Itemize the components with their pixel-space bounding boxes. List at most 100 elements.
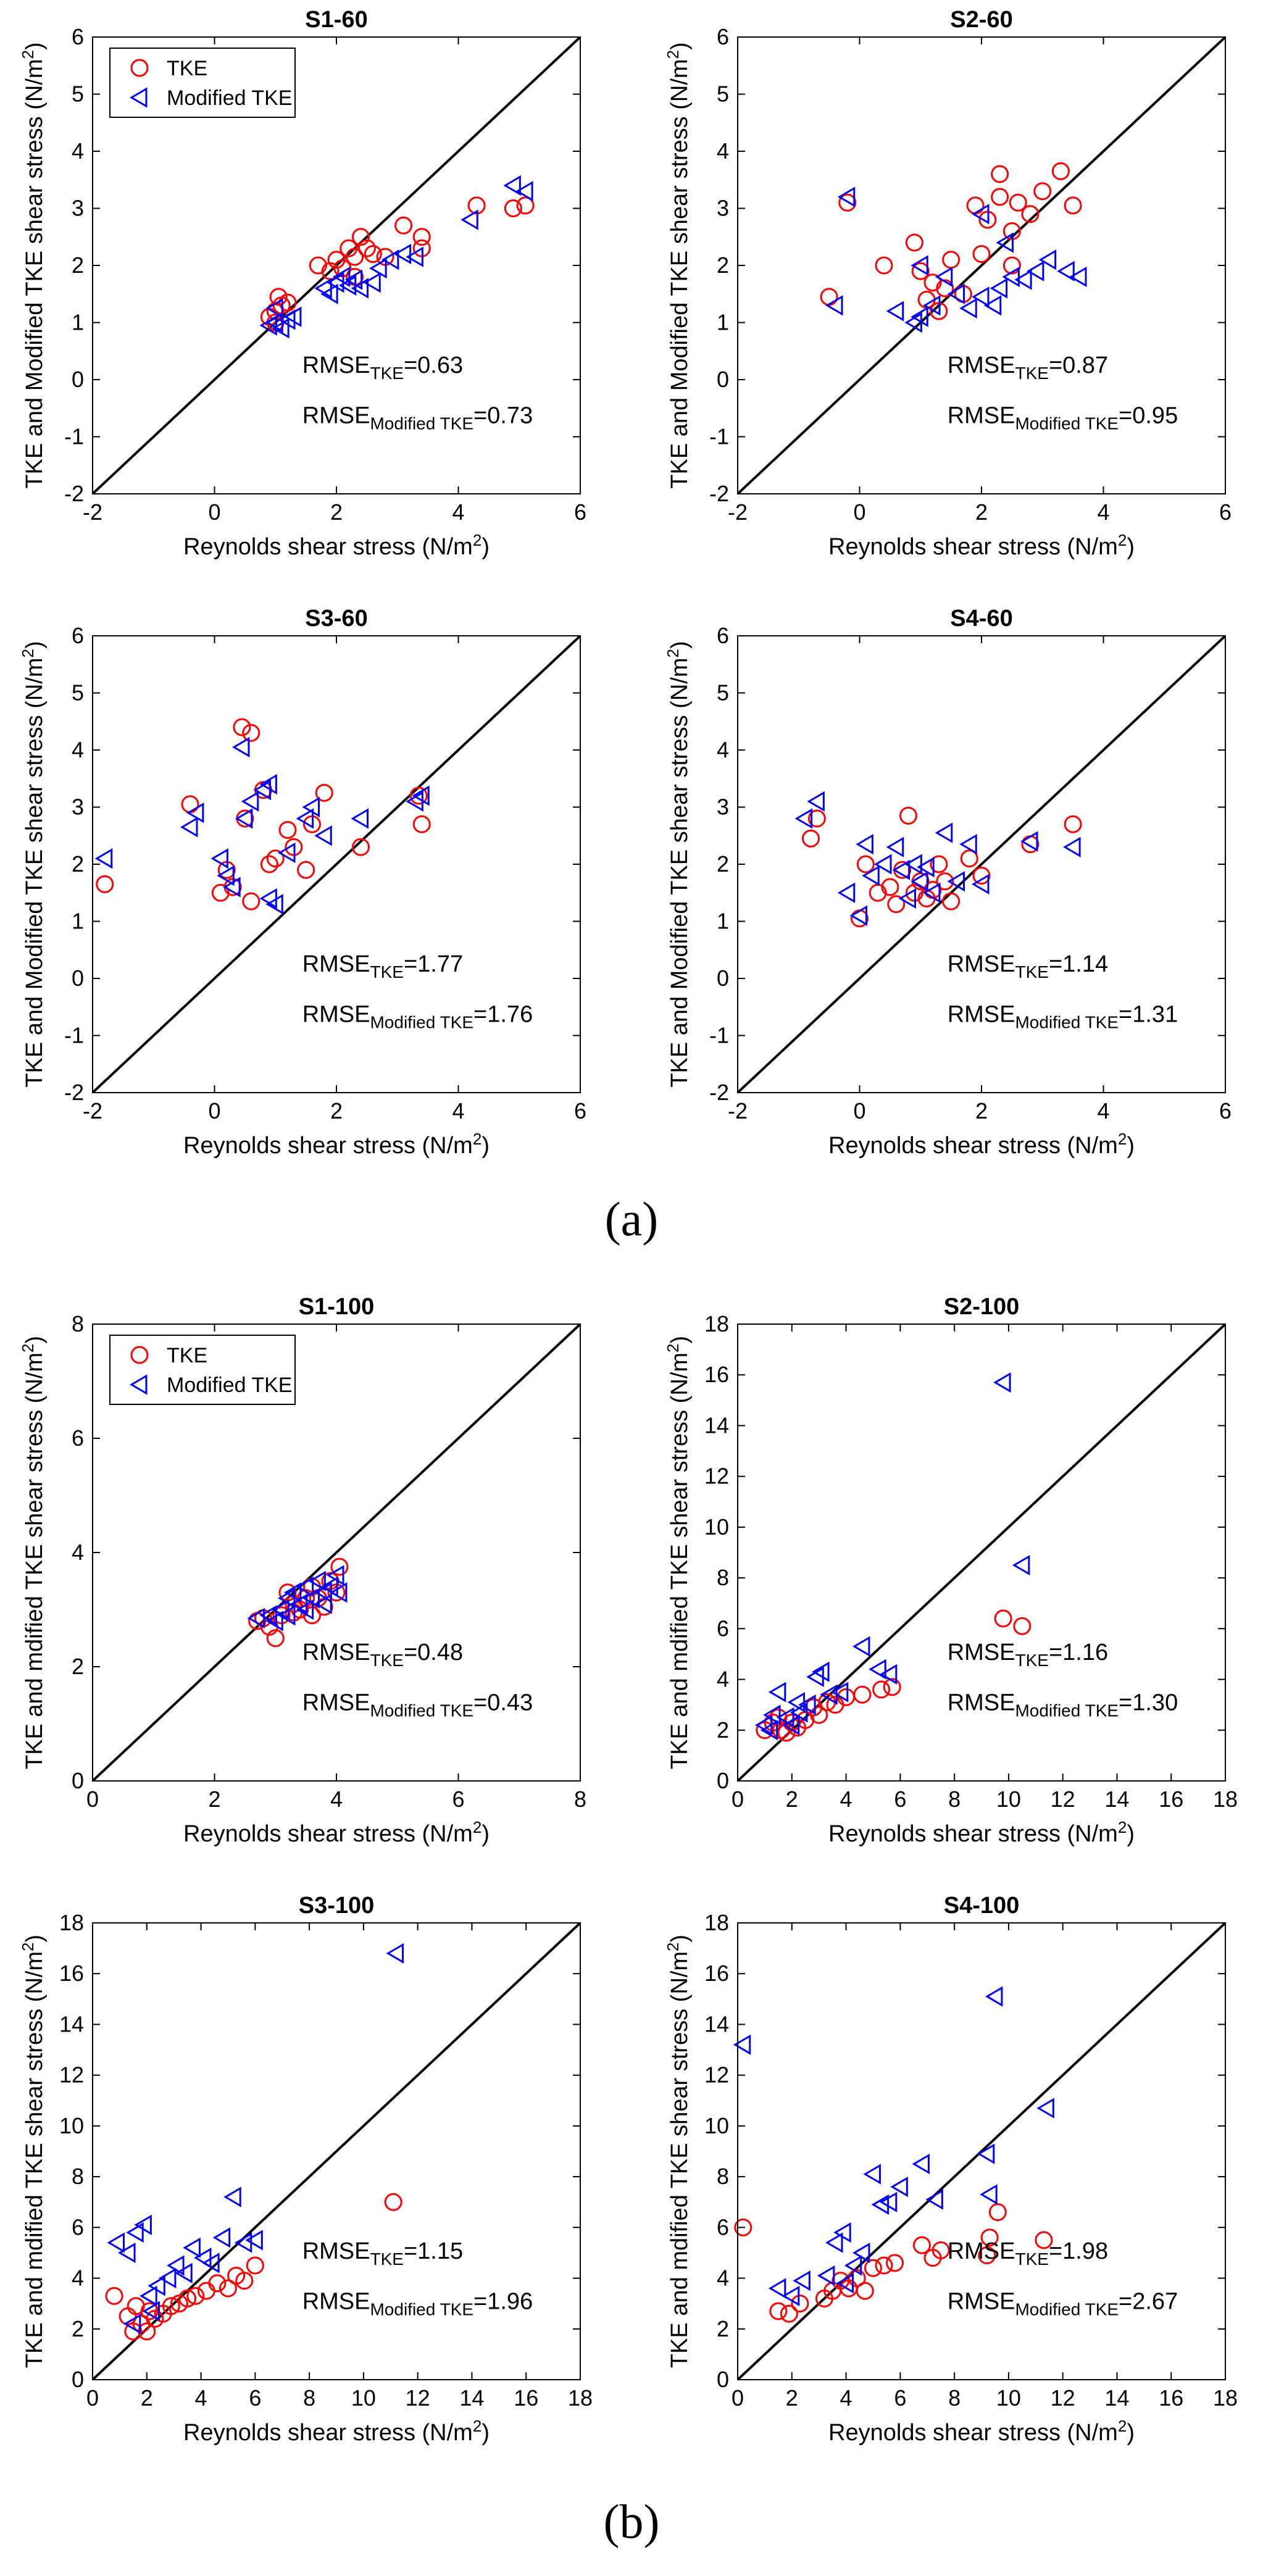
modified-tke-point: [363, 272, 381, 293]
modified-tke-point: [879, 2191, 898, 2212]
x-tick-label: 0: [853, 499, 865, 525]
rmse-tke-label: RMSETKE=1.14: [948, 951, 1108, 982]
chart-title: S3-60: [305, 606, 367, 631]
modified-tke-point: [812, 1661, 830, 1682]
x-tick-label: 2: [975, 499, 988, 525]
modified-tke-point: [983, 295, 1002, 316]
modified-tke-point: [886, 836, 904, 857]
x-axis-label: Reynolds shear stress (N/m2): [183, 1818, 490, 1847]
reference-line-1to1: [738, 636, 1225, 1093]
modified-tke-point: [94, 848, 113, 869]
y-tick-label: 6: [72, 623, 84, 648]
modified-tke-point: [852, 2242, 870, 2264]
y-axis-label: TKE and mdified TKE shear stress (N/m2): [19, 1935, 48, 2368]
x-tick-label: 2: [786, 1786, 798, 1812]
tke-point: [211, 883, 230, 902]
modified-tke-point: [993, 1372, 1011, 1393]
tke-point: [412, 815, 431, 833]
tke-point: [233, 718, 251, 736]
modified-tke-point: [798, 1694, 816, 1715]
modified-tke-point: [825, 295, 843, 316]
y-tick-label: 8: [72, 1311, 84, 1336]
tke-point: [309, 256, 327, 275]
tke-point: [923, 273, 942, 292]
y-tick-label: 3: [717, 196, 729, 221]
tke-point: [807, 809, 826, 828]
modified-tke-point: [381, 249, 399, 270]
modified-tke-point: [308, 1570, 326, 1591]
tke-point: [1002, 256, 1021, 275]
modified-tke-point: [140, 2285, 157, 2306]
modified-tke-point: [461, 209, 478, 230]
x-tick-label: 10: [996, 1786, 1021, 1812]
y-tick-label: 10: [704, 1514, 729, 1540]
tke-point: [802, 829, 820, 848]
tke-point: [364, 245, 382, 263]
modified-tke-point: [193, 2248, 212, 2269]
legend-tke-marker: [130, 59, 149, 77]
plot-frame: [737, 36, 1226, 494]
tke-point: [911, 262, 930, 280]
y-tick-label: 5: [717, 680, 729, 706]
modified-tke-point: [763, 1704, 781, 1725]
tke-point: [1051, 162, 1070, 180]
x-tick-label: 4: [452, 499, 464, 525]
modified-tke-point: [1026, 261, 1044, 281]
plot-frame: [737, 1323, 1226, 1782]
modified-tke-point: [923, 295, 941, 316]
y-tick-label: 8: [717, 2164, 729, 2189]
tke-point: [966, 196, 985, 215]
y-tick-label: 0: [717, 1768, 729, 1793]
chart-s1-60: S1-60 -2 0 2 4 6 -2 -1 0 1 2 3 4 5 6 Reynolds shear str…: [19, 7, 586, 560]
tke-point: [972, 867, 991, 885]
modified-tke-point: [231, 736, 250, 757]
tke-point: [912, 2236, 931, 2254]
tke-point: [886, 2254, 904, 2272]
y-tick-label: 5: [72, 680, 84, 706]
tke-point: [936, 279, 954, 298]
x-tick-label: -2: [83, 1098, 102, 1123]
modified-tke-point: [278, 1605, 296, 1626]
y-tick-label: 0: [717, 2367, 729, 2392]
y-axis-label: TKE and mdified TKE shear stress (N/m2): [664, 1935, 693, 2368]
tke-point: [881, 878, 899, 896]
modified-tke-point: [959, 298, 977, 319]
y-tick-label: 4: [717, 2265, 729, 2291]
y-tick-label: 2: [717, 252, 729, 278]
tke-point: [384, 2193, 402, 2211]
y-tick-label: -1: [64, 424, 84, 449]
modified-tke-point: [332, 266, 351, 288]
modified-tke-point: [296, 1576, 314, 1598]
modified-tke-point: [793, 2270, 811, 2291]
y-tick-label: 3: [72, 196, 84, 221]
modified-tke-point: [202, 2253, 220, 2274]
y-tick-label: 0: [717, 367, 729, 392]
x-tick-label: 4: [1097, 1098, 1109, 1123]
modified-tke-point: [782, 2285, 800, 2306]
y-tick-label: 3: [72, 794, 84, 820]
modified-tke-point: [1069, 266, 1087, 288]
modified-tke-point: [412, 785, 430, 806]
y-tick-label: 2: [717, 851, 729, 877]
x-tick-label: 2: [975, 1098, 988, 1123]
y-axis-label: TKE and mdified TKE shear stress (N/m2): [664, 1336, 693, 1769]
tke-point: [346, 248, 364, 266]
plot-frame: [92, 1922, 581, 2380]
modified-tke-point: [107, 2232, 125, 2253]
x-tick-label: 12: [1051, 2385, 1075, 2411]
x-tick-label: 0: [86, 1786, 99, 1812]
legend-modified-marker: [130, 1374, 148, 1395]
x-tick-label: 10: [996, 2385, 1021, 2411]
x-tick-label: -2: [728, 1098, 748, 1123]
x-tick-label: 0: [732, 1786, 744, 1812]
modified-tke-point: [959, 834, 977, 855]
rmse-tke-label: RMSETKE=1.98: [948, 2238, 1108, 2269]
reference-line-1to1: [738, 37, 1225, 494]
tke-point: [105, 2286, 123, 2305]
tke-point: [1009, 193, 1027, 212]
tke-point: [278, 821, 297, 839]
modified-tke-point: [1038, 249, 1057, 270]
y-tick-label: 6: [72, 1425, 84, 1451]
x-tick-label: 4: [1097, 499, 1109, 525]
x-axis-label: Reynolds shear stress (N/m2): [828, 2417, 1135, 2446]
